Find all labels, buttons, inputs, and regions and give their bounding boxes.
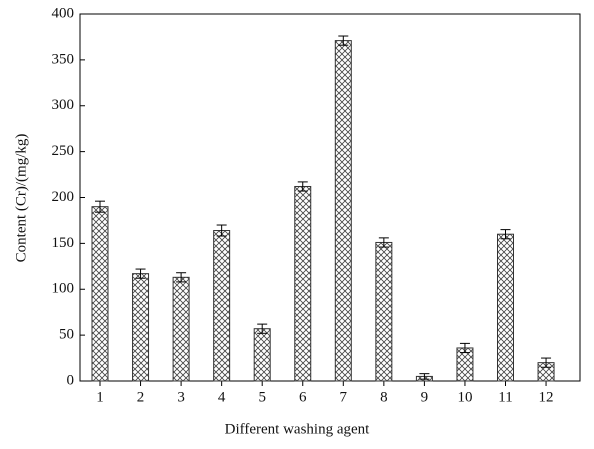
y-axis-label: Content (Cr)/(mg/kg) xyxy=(13,134,29,263)
x-tick-label: 4 xyxy=(218,389,226,405)
x-tick-label: 8 xyxy=(380,389,388,405)
bar xyxy=(253,328,271,382)
bar xyxy=(91,206,109,382)
x-axis-label: Different washing agent xyxy=(225,421,371,437)
x-tick-label: 1 xyxy=(96,389,104,405)
error-bar xyxy=(257,323,268,334)
bar xyxy=(334,40,352,382)
y-tick-label: 250 xyxy=(52,143,75,159)
error-bar xyxy=(378,237,389,248)
error-bar xyxy=(216,224,227,237)
error-bar xyxy=(419,373,430,380)
bar xyxy=(132,273,150,382)
bar xyxy=(375,241,393,382)
error-bar xyxy=(459,342,470,354)
x-tick-label: 10 xyxy=(457,389,472,405)
x-tick-label: 2 xyxy=(137,389,145,405)
x-tick-label: 12 xyxy=(539,389,554,405)
y-tick-label: 100 xyxy=(52,281,75,297)
y-tick-label: 400 xyxy=(52,5,75,21)
error-bar xyxy=(135,268,146,279)
x-tick-label: 11 xyxy=(498,389,512,405)
x-tick-label: 7 xyxy=(340,389,348,405)
y-tick-label: 50 xyxy=(59,327,74,343)
error-bar xyxy=(338,35,349,46)
error-bar xyxy=(95,200,105,213)
bar xyxy=(497,233,514,382)
y-tick-label: 350 xyxy=(52,51,75,67)
x-tick-label: 5 xyxy=(258,389,266,405)
error-bar xyxy=(500,229,511,240)
y-tick-label: 0 xyxy=(67,372,75,388)
x-tick-label: 6 xyxy=(299,389,307,405)
error-bar xyxy=(541,357,552,368)
x-tick-label: 3 xyxy=(177,389,185,405)
y-tick-label: 150 xyxy=(52,235,75,251)
error-bar xyxy=(176,272,187,283)
bar xyxy=(294,185,312,382)
y-tick-label: 300 xyxy=(52,97,75,113)
error-bar xyxy=(297,181,308,192)
bar xyxy=(172,276,190,382)
x-tick-label: 9 xyxy=(421,389,429,405)
bar xyxy=(213,230,231,382)
y-tick-label: 200 xyxy=(52,189,75,205)
